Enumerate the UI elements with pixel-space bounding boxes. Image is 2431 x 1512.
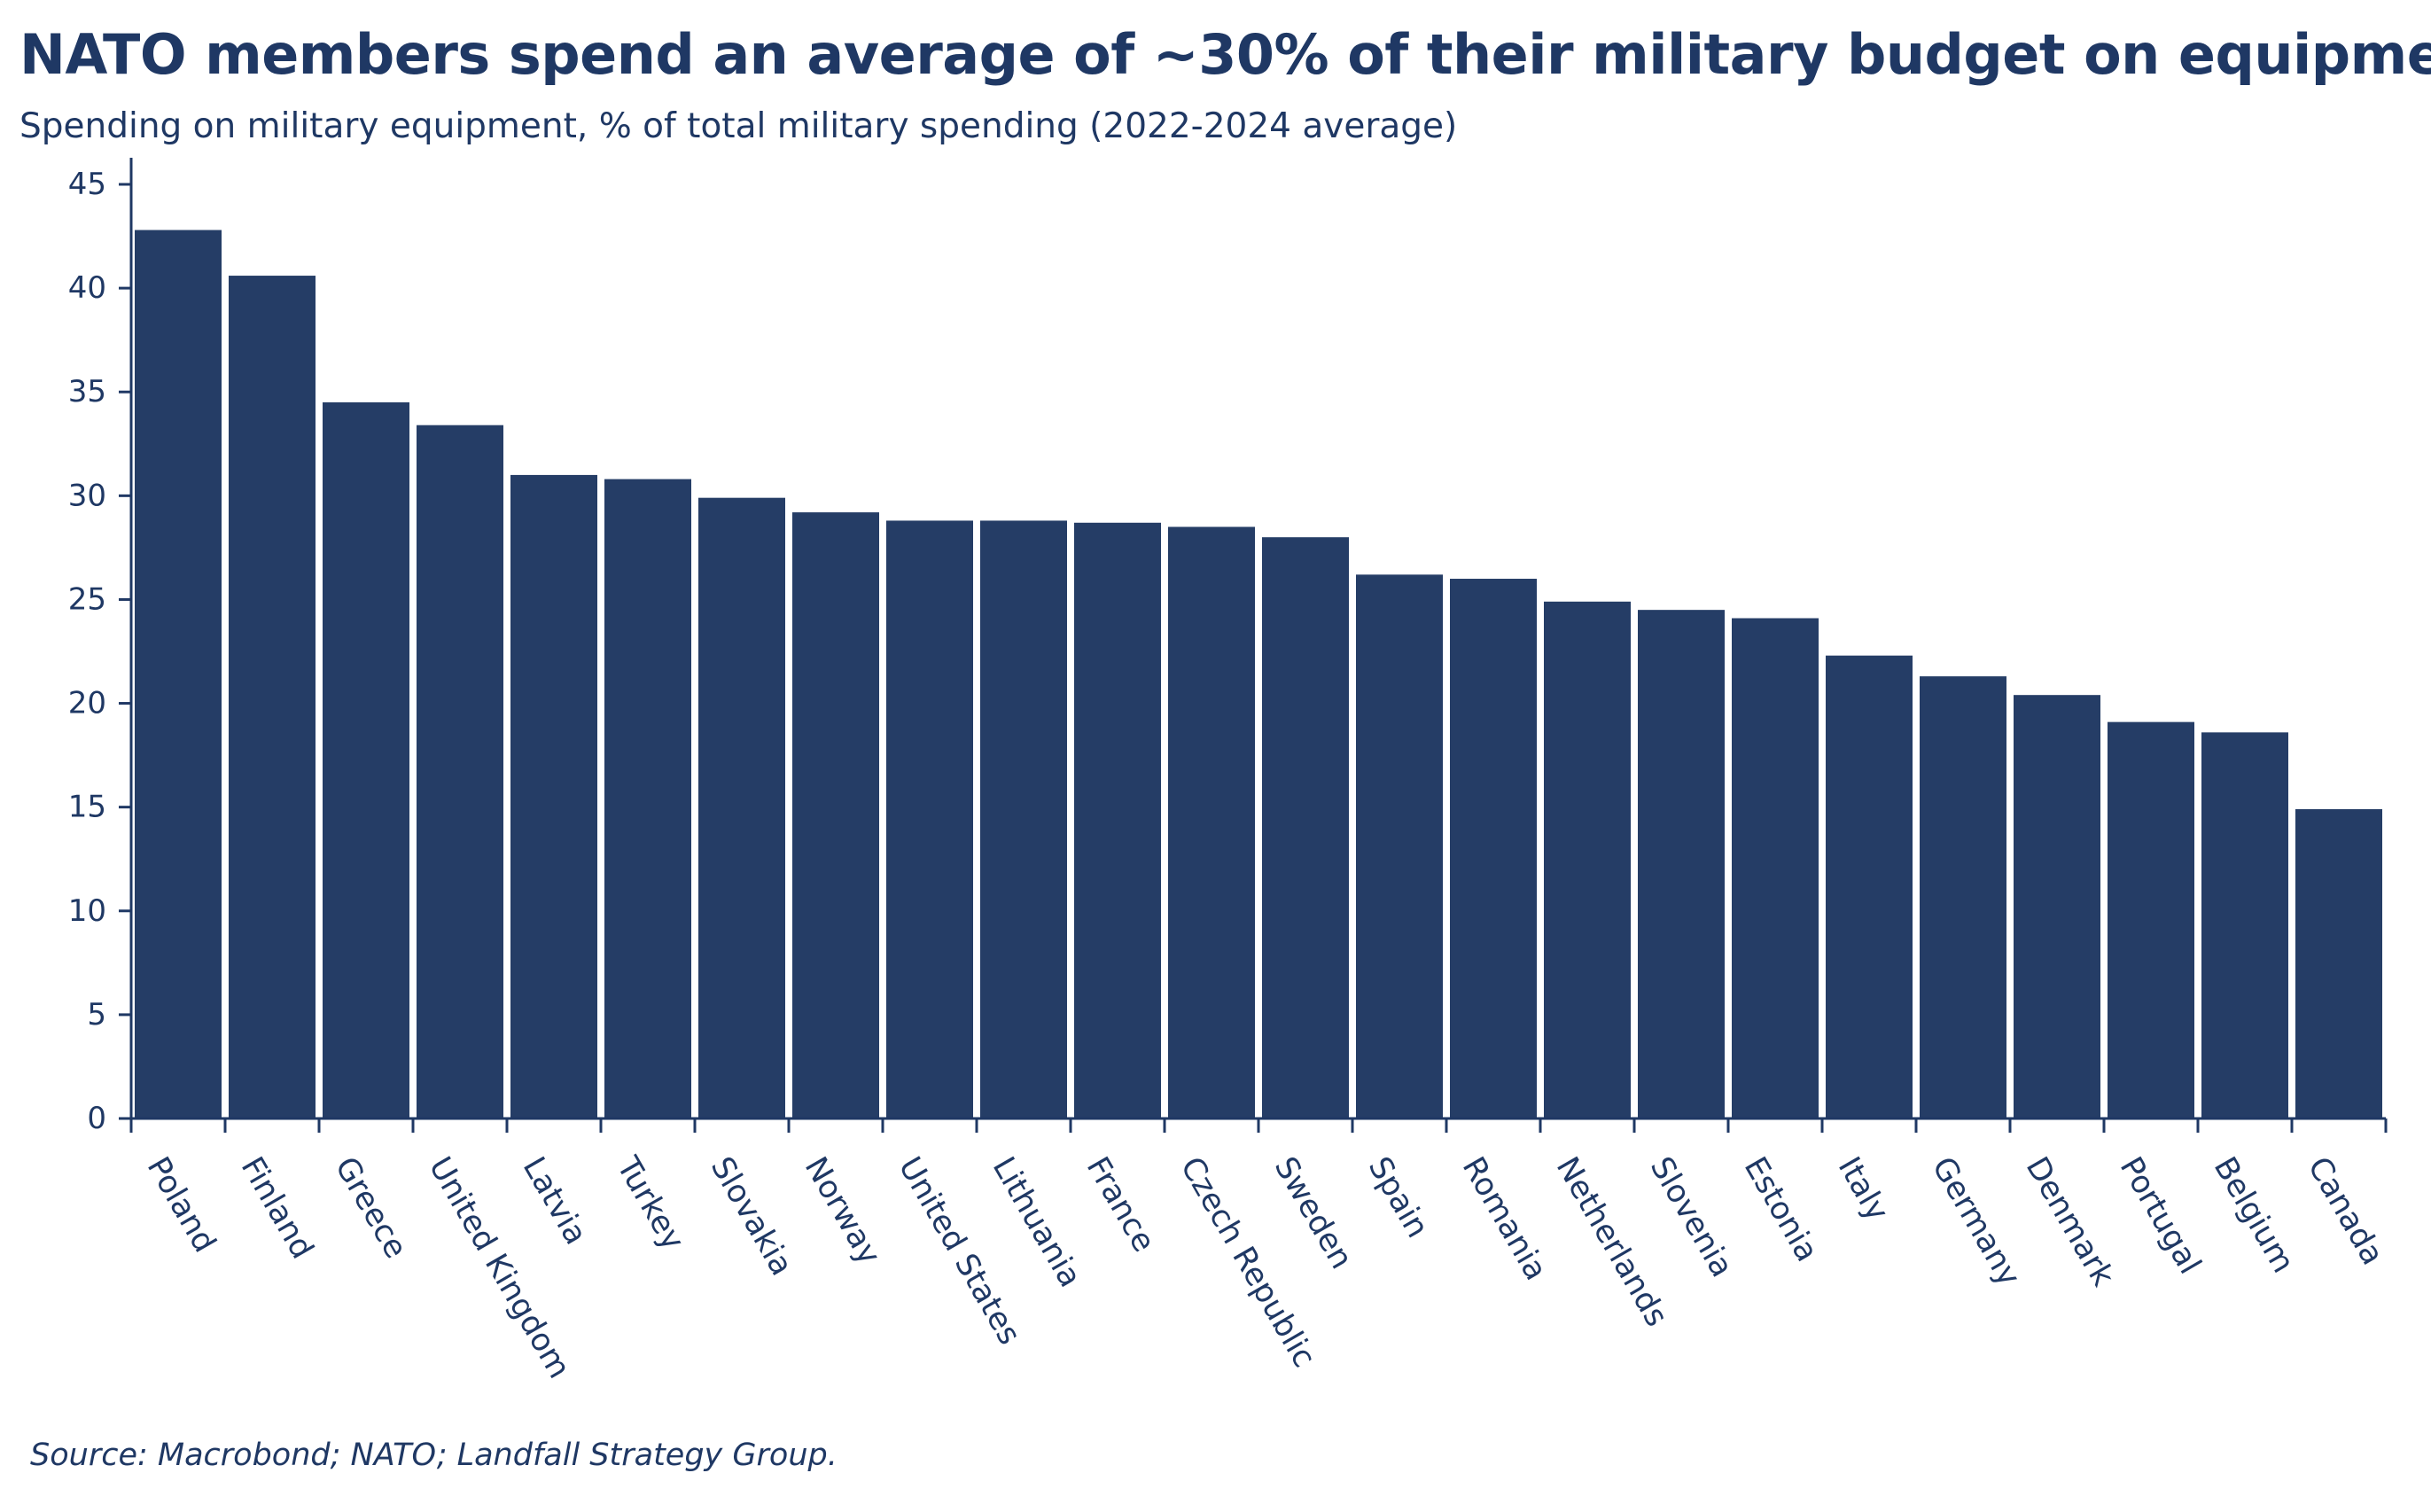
bar-turkey [604,479,691,1118]
y-tick-label: 15 [68,790,106,825]
y-tick-label: 5 [87,997,106,1033]
bar-sweden [1262,537,1349,1118]
bar-slovenia [1638,610,1725,1118]
x-tick-label: Portugal [2113,1151,2208,1281]
bar-belgium [2201,732,2288,1118]
bar-norway [792,512,879,1118]
y-axis: 0 5 10 15 20 25 30 35 40 45 [68,158,133,1136]
y-tick-label: 0 [87,1101,106,1136]
bar-italy [1826,655,1913,1118]
x-tick-label: Slovakia [704,1151,799,1282]
y-tick-label: 20 [68,686,106,721]
bar-romania [1450,579,1537,1118]
x-tick-label: Italy [1831,1151,1896,1228]
bar-denmark [2014,695,2100,1118]
x-tick-label: Canada [2301,1151,2390,1271]
x-tick-label: Slovenia [1643,1151,1740,1283]
y-tick-label: 30 [68,478,106,513]
bar-estonia [1732,618,1819,1118]
x-tick-label: Belgium [2207,1151,2301,1279]
x-tick-label: Spain [1361,1151,1436,1244]
source-note: Source: Macrobond; NATO; Landfall Strate… [30,1438,838,1473]
bars-group [135,230,2382,1119]
bar-latvia [510,474,597,1118]
x-tick-label: Sweden [1267,1151,1360,1275]
x-tick-label: Poland [140,1151,222,1259]
chart-subtitle: Spending on military equipment, % of tot… [19,106,1458,146]
bar-portugal [2108,721,2194,1118]
x-tick-label: Finland [234,1151,320,1265]
x-tick-label: France [1079,1151,1162,1259]
bar-greece [323,401,409,1118]
x-tick-label: Estonia [1737,1151,1825,1268]
x-tick-label: Denmark [2019,1151,2121,1293]
bar-netherlands [1544,601,1631,1118]
bar-spain [1356,574,1443,1118]
x-tick-label: Germany [1925,1151,2027,1292]
bar-finland [229,276,316,1119]
y-tick-label: 10 [68,893,106,929]
bar-lithuania [980,520,1067,1118]
bar-canada [2295,809,2382,1118]
bar-poland [135,230,222,1118]
y-tick-label: 45 [68,167,106,202]
x-tick-label: Greece [328,1151,414,1265]
y-tick-label: 40 [68,270,106,306]
bar-united-states [886,520,973,1118]
y-tick-label: 25 [68,581,106,617]
x-tick-label: Norway [798,1151,887,1271]
x-tick-label: Romania [1455,1151,1554,1287]
bar-france [1074,522,1161,1118]
bar-germany [1920,676,2006,1118]
x-tick-label: Latvia [516,1151,594,1251]
y-tick-label: 35 [68,374,106,409]
bar-united-kingdom [417,425,503,1119]
x-tick-label: Turkey [609,1150,690,1257]
chart-title: NATO members spend an average of ~30% of… [19,22,2431,87]
x-tick-label: Lithuania [986,1151,1088,1293]
bar-czech-republic [1168,526,1255,1118]
bar-slovakia [698,497,785,1118]
